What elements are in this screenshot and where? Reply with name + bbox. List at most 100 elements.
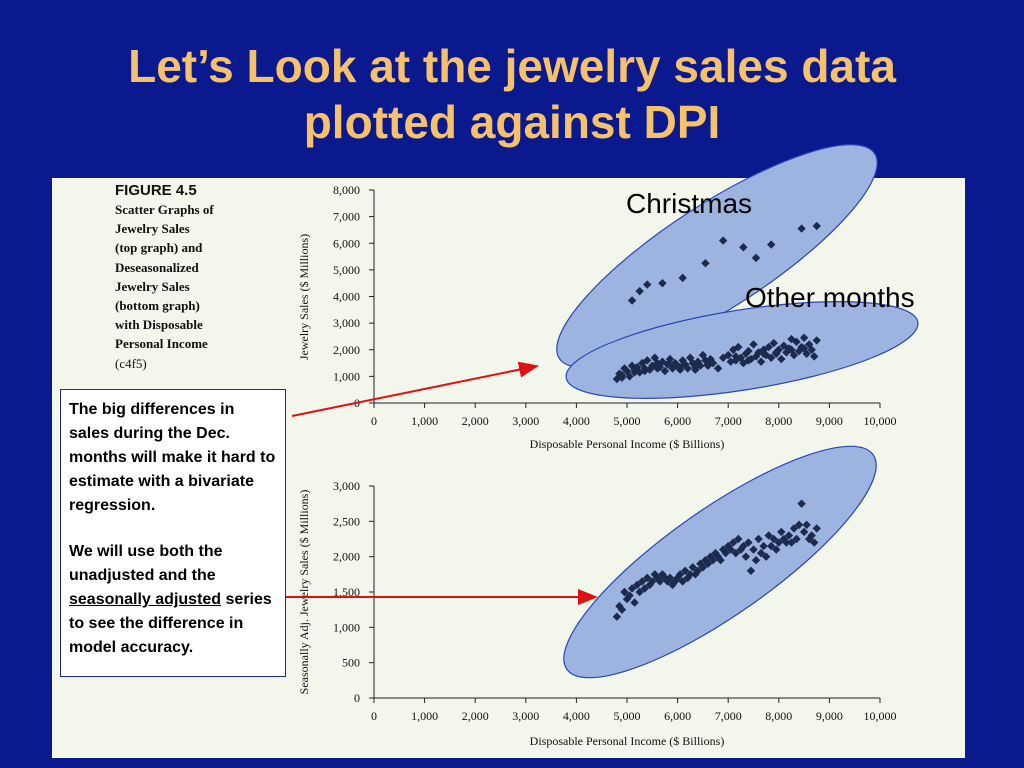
data-point xyxy=(660,366,670,376)
x-tick-label: 5,000 xyxy=(614,709,641,723)
data-point xyxy=(698,563,708,572)
data-point xyxy=(630,368,639,377)
note-paragraph-1: The big differences in sales during the … xyxy=(69,401,276,514)
data-point xyxy=(701,356,710,365)
data-point xyxy=(734,342,743,352)
note-para2-underlined: seasonally adjusted xyxy=(69,591,222,608)
data-point xyxy=(726,357,735,366)
data-point xyxy=(754,348,763,357)
x-tick-label: 9,000 xyxy=(816,414,843,428)
data-point xyxy=(655,577,665,586)
data-point xyxy=(637,577,647,586)
data-point xyxy=(767,240,776,249)
data-point xyxy=(810,538,819,547)
data-point xyxy=(777,527,786,537)
data-point xyxy=(640,366,649,376)
data-point xyxy=(635,587,644,597)
data-point xyxy=(787,334,796,344)
x-tick-label: 10,000 xyxy=(864,709,897,723)
data-point xyxy=(756,357,766,366)
data-point xyxy=(721,548,730,558)
data-point xyxy=(726,545,735,554)
x-tick-label: 9,000 xyxy=(816,709,843,723)
data-point xyxy=(767,353,776,362)
data-point xyxy=(675,365,685,374)
x-tick-label: 1,000 xyxy=(411,414,438,428)
data-point xyxy=(741,349,751,358)
data-point xyxy=(612,612,622,621)
data-point xyxy=(660,573,670,583)
data-point xyxy=(658,570,667,579)
data-point xyxy=(759,349,768,358)
data-point xyxy=(701,556,710,565)
x-tick-label: 6,000 xyxy=(664,414,691,428)
note-box: The big differences in sales during the … xyxy=(60,389,286,677)
y-tick-label: 3,000 xyxy=(333,316,360,330)
data-point xyxy=(625,591,634,600)
figure-description: Scatter Graphs of Jewelry Sales (top gra… xyxy=(115,202,214,352)
data-point xyxy=(734,534,743,544)
data-point xyxy=(665,354,675,364)
data-point xyxy=(675,570,685,579)
data-point xyxy=(665,360,675,369)
data-point xyxy=(708,556,718,565)
data-point xyxy=(680,566,690,575)
data-point xyxy=(802,520,811,530)
x-tick-label: 8,000 xyxy=(765,414,792,428)
data-point xyxy=(643,356,652,365)
y-tick-label: 0 xyxy=(354,691,360,705)
y-tick-label: 6,000 xyxy=(333,236,360,250)
data-point xyxy=(794,520,804,530)
data-point xyxy=(812,221,821,231)
data-point xyxy=(764,342,773,352)
data-point xyxy=(741,552,751,561)
data-point xyxy=(724,350,733,360)
x-tick-label: 0 xyxy=(371,414,377,428)
data-point xyxy=(678,577,687,586)
data-point xyxy=(620,587,629,597)
y-tick-label: 500 xyxy=(342,656,360,670)
data-point xyxy=(774,538,783,547)
title-line-2: plotted against DPI xyxy=(303,96,721,148)
data-point xyxy=(789,524,799,533)
data-point xyxy=(643,573,652,583)
data-point xyxy=(812,336,821,345)
y-tick-label: 1,000 xyxy=(333,369,360,383)
data-point xyxy=(658,278,667,288)
data-point xyxy=(792,337,801,346)
data-point xyxy=(708,358,718,368)
x-tick-label: 1,000 xyxy=(411,709,438,723)
data-point xyxy=(739,243,748,252)
y-tick-label: 3,000 xyxy=(333,479,360,493)
data-point xyxy=(746,566,756,575)
data-point xyxy=(782,538,791,547)
data-point xyxy=(739,541,748,551)
x-tick-label: 2,000 xyxy=(462,709,489,723)
x-tick-label: 6,000 xyxy=(664,709,691,723)
data-point xyxy=(804,340,814,349)
data-point xyxy=(716,556,725,565)
note-paragraph-2: We will use both the unadjusted and the … xyxy=(69,540,277,660)
title-line-1: Let’s Look at the jewelry sales data xyxy=(128,40,896,92)
y-axis-label: Jewelry Sales ($ Millions) xyxy=(297,234,311,360)
y-tick-label: 7,000 xyxy=(333,210,360,224)
y-tick-label: 1,000 xyxy=(333,620,360,634)
data-point xyxy=(632,580,642,590)
x-tick-label: 10,000 xyxy=(864,414,897,428)
data-point xyxy=(729,538,738,547)
y-tick-label: 5,000 xyxy=(333,263,360,277)
data-point xyxy=(627,584,637,593)
data-point xyxy=(658,357,667,366)
data-point xyxy=(693,566,703,575)
data-point xyxy=(703,361,713,370)
data-point xyxy=(767,541,776,551)
data-point xyxy=(777,354,786,364)
data-point xyxy=(787,345,796,354)
data-point xyxy=(797,224,806,233)
data-point xyxy=(751,253,761,263)
data-point xyxy=(635,286,644,296)
y-tick-label: 8,000 xyxy=(333,183,360,197)
christmas-ellipse xyxy=(556,144,878,368)
data-point xyxy=(665,573,675,583)
